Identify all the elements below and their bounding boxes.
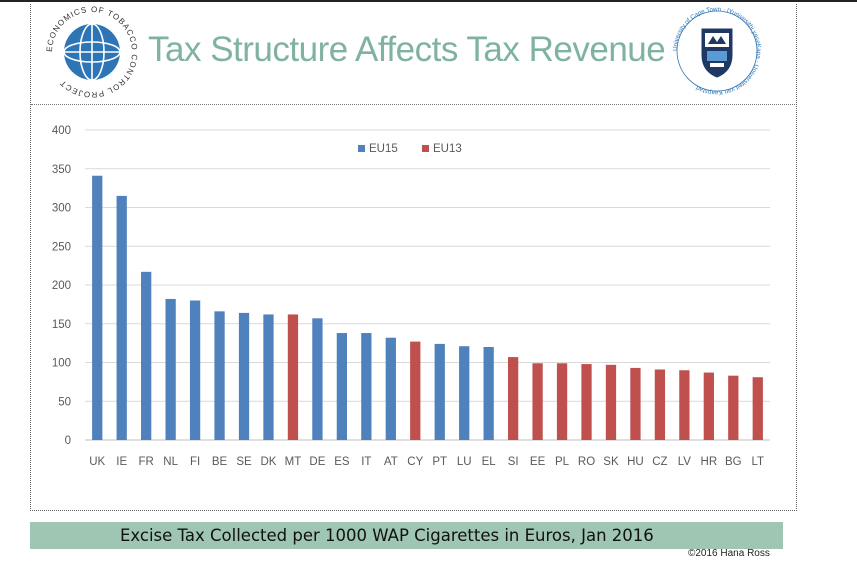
x-tick-label: LV [678, 456, 692, 468]
bar-de [312, 318, 323, 440]
bar-lv [679, 370, 690, 440]
ticks-layer: 0 50 100 150 200 250 300 350 400 UK IE FR NL FI BE SE DK… [52, 125, 764, 468]
bar-sk [605, 364, 617, 440]
x-tick-label: MT [285, 456, 302, 468]
bars-layer [92, 175, 763, 440]
x-tick-label: BG [725, 456, 742, 468]
slide-frame [30, 4, 797, 511]
x-tick-label: UK [89, 456, 105, 468]
legend-label-eu13: EU13 [433, 143, 462, 155]
caption-bar: Excise Tax Collected per 1000 WAP Cigare… [30, 522, 783, 549]
x-tick-label: RO [578, 456, 595, 468]
y-tick-label: 250 [52, 241, 71, 253]
bar-cz [654, 369, 666, 440]
x-tick-label: PL [555, 456, 570, 468]
bar-hr [703, 372, 714, 440]
slide-title: Tax Structure Affects Tax Revenue [148, 30, 666, 69]
x-tick-label: BE [212, 456, 228, 468]
y-tick-label: 350 [52, 164, 71, 176]
bar-si [507, 357, 519, 440]
bar-be [214, 311, 225, 440]
bar-mt [287, 314, 299, 440]
legend-label-eu15: EU15 [369, 143, 398, 155]
x-tick-label: SK [603, 456, 619, 468]
bar-ee [532, 363, 543, 440]
y-tick-label: 0 [65, 435, 71, 447]
globe-logo-icon: ECONOMICS OF TOBACCO CONTROL PROJECT [45, 6, 138, 98]
x-tick-label: HU [627, 456, 644, 468]
bar-ie [116, 195, 127, 440]
y-tick-label: 300 [52, 203, 71, 215]
x-tick-label: IE [116, 456, 127, 468]
bar-lu [459, 346, 470, 440]
x-tick-label: AT [384, 456, 398, 468]
bar-chart: 0 50 100 150 200 250 300 350 400 UK IE FR NL FI BE SE DK… [52, 125, 770, 468]
bar-bg [728, 375, 739, 440]
bar-el [483, 347, 494, 440]
x-tick-label: IT [361, 456, 371, 468]
x-tick-label: SI [508, 456, 519, 468]
x-tick-label: LT [751, 456, 764, 468]
x-tick-label: CZ [652, 456, 667, 468]
university-crest-icon: University of Cape Town · IYunivesithi y… [672, 6, 762, 96]
x-tick-label: SE [236, 456, 252, 468]
x-tick-label: ES [334, 456, 350, 468]
top-rule [0, 0, 857, 2]
chart-caption: Excise Tax Collected per 1000 WAP Cigare… [120, 526, 654, 545]
y-tick-label: 150 [52, 319, 71, 331]
bar-dk [263, 314, 274, 440]
title-divider [31, 104, 795, 105]
x-tick-label: EE [530, 456, 546, 468]
bar-it [361, 333, 372, 440]
x-tick-label: FI [190, 456, 200, 468]
bar-es [336, 333, 348, 440]
copyright-text: ©2016 Hana Ross [688, 548, 770, 559]
chart-legend: EU15 EU13 [358, 143, 462, 155]
bar-pt [434, 343, 445, 440]
x-tick-label: PT [432, 456, 447, 468]
bar-pl [556, 363, 568, 440]
y-tick-label: 200 [52, 280, 71, 292]
bar-lt [752, 377, 763, 440]
y-tick-label: 400 [52, 125, 71, 137]
x-tick-label: LU [457, 456, 472, 468]
x-tick-label: EL [482, 456, 497, 468]
bar-ro [581, 364, 592, 440]
x-tick-label: CY [407, 456, 423, 468]
bar-uk [92, 175, 103, 440]
bar-fr [141, 271, 152, 440]
bar-se [238, 312, 250, 440]
x-tick-label: NL [163, 456, 178, 468]
legend-swatch-eu13 [422, 145, 429, 152]
x-tick-label: DE [309, 456, 325, 468]
x-tick-label: FR [138, 456, 153, 468]
y-tick-label: 100 [52, 358, 71, 370]
bar-fi [189, 300, 201, 440]
bar-cy [410, 341, 421, 440]
legend-swatch-eu15 [358, 145, 365, 152]
y-tick-label: 50 [58, 396, 71, 408]
bar-at [385, 337, 396, 440]
bar-nl [165, 298, 176, 440]
bar-hu [630, 367, 641, 440]
x-tick-label: HR [701, 456, 718, 468]
x-tick-label: DK [260, 456, 276, 468]
grid-layer [85, 129, 770, 441]
